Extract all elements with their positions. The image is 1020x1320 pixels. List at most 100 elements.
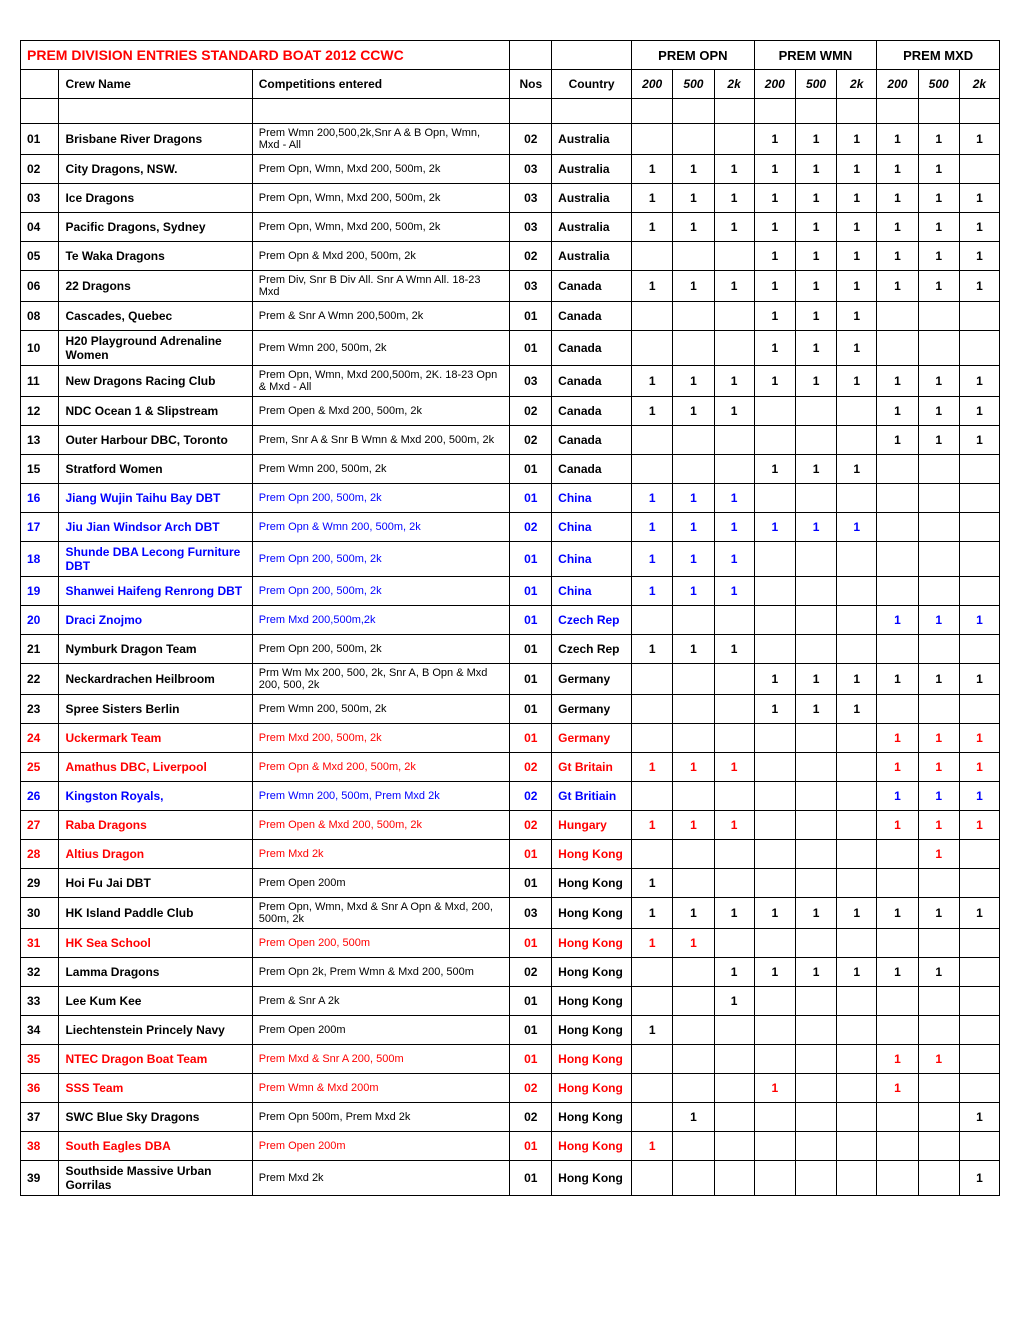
country: Czech Rep [552,606,632,635]
value-cell [714,1132,754,1161]
value-cell [918,513,959,542]
row-num: 13 [21,426,59,455]
competitions: Prem Opn, Wmn, Mxd 200, 500m, 2k [252,155,510,184]
crew-name: HK Sea School [59,929,252,958]
table-row: 02City Dragons, NSW.Prem Opn, Wmn, Mxd 2… [21,155,1000,184]
row-num: 21 [21,635,59,664]
value-cell [918,987,959,1016]
value-cell [837,542,877,577]
hdr-mxd-2k: 2k [959,70,999,99]
nos: 01 [510,695,552,724]
row-num: 08 [21,302,59,331]
value-cell: 1 [754,664,795,695]
row-num: 35 [21,1045,59,1074]
row-num: 29 [21,869,59,898]
value-cell [959,1045,999,1074]
value-cell [959,1132,999,1161]
nos: 01 [510,1132,552,1161]
value-cell [837,1074,877,1103]
competitions: Prem Mxd 200, 500m, 2k [252,724,510,753]
value-cell: 1 [632,1132,673,1161]
value-cell: 1 [754,155,795,184]
competitions: Prem Open 200m [252,1132,510,1161]
value-cell: 1 [795,155,836,184]
value-cell: 1 [877,606,918,635]
value-cell: 1 [837,455,877,484]
crew-name: Cascades, Quebec [59,302,252,331]
value-cell [959,155,999,184]
value-cell: 1 [795,898,836,929]
nos: 01 [510,1161,552,1196]
value-cell [795,753,836,782]
competitions: Prem, Snr A & Snr B Wmn & Mxd 200, 500m,… [252,426,510,455]
value-cell [714,1045,754,1074]
row-num: 10 [21,331,59,366]
table-row: 24Uckermark TeamPrem Mxd 200, 500m, 2k01… [21,724,1000,753]
table-row: 10H20 Playground Adrenaline WomenPrem Wm… [21,331,1000,366]
value-cell: 1 [918,840,959,869]
value-cell [877,840,918,869]
competitions: Prem Mxd 2k [252,1161,510,1196]
crew-name: Liechtenstein Princely Navy [59,1016,252,1045]
crew-name: Spree Sisters Berlin [59,695,252,724]
value-cell [837,811,877,840]
value-cell [795,987,836,1016]
crew-name: Raba Dragons [59,811,252,840]
value-cell: 1 [877,397,918,426]
table-row: 08Cascades, QuebecPrem & Snr A Wmn 200,5… [21,302,1000,331]
nos: 02 [510,242,552,271]
competitions: Prem Mxd 200,500m,2k [252,606,510,635]
value-cell [877,869,918,898]
competitions: Prem Opn, Wmn, Mxd & Snr A Opn & Mxd, 20… [252,898,510,929]
value-cell: 1 [754,331,795,366]
value-cell: 1 [673,271,714,302]
value-cell: 1 [959,1103,999,1132]
value-cell: 1 [918,271,959,302]
row-num: 31 [21,929,59,958]
crew-name: South Eagles DBA [59,1132,252,1161]
table-row: 34Liechtenstein Princely NavyPrem Open 2… [21,1016,1000,1045]
nos: 01 [510,302,552,331]
crew-name: New Dragons Racing Club [59,366,252,397]
competitions: Prem Mxd & Snr A 200, 500m [252,1045,510,1074]
country: Germany [552,695,632,724]
row-num: 23 [21,695,59,724]
crew-name: Ice Dragons [59,184,252,213]
value-cell [673,1016,714,1045]
crew-name: Shunde DBA Lecong Furniture DBT [59,542,252,577]
competitions: Prem Open 200, 500m [252,929,510,958]
value-cell: 1 [795,331,836,366]
value-cell [632,1045,673,1074]
row-num: 34 [21,1016,59,1045]
value-cell [632,695,673,724]
value-cell: 1 [632,271,673,302]
value-cell: 1 [795,664,836,695]
value-cell [959,513,999,542]
value-cell: 1 [877,958,918,987]
value-cell [837,753,877,782]
value-cell: 1 [754,302,795,331]
value-cell: 1 [632,811,673,840]
value-cell [877,455,918,484]
nos: 01 [510,869,552,898]
crew-name: Kingston Royals, [59,782,252,811]
value-cell: 1 [754,242,795,271]
country: Hong Kong [552,1016,632,1045]
group-mxd: PREM MXD [877,41,1000,70]
table-row: 32Lamma DragonsPrem Opn 2k, Prem Wmn & M… [21,958,1000,987]
competitions: Prem Wmn 200, 500m, Prem Mxd 2k [252,782,510,811]
value-cell: 1 [632,513,673,542]
value-cell: 1 [959,366,999,397]
value-cell [754,1103,795,1132]
value-cell: 1 [673,184,714,213]
nos: 02 [510,426,552,455]
value-cell [632,1161,673,1196]
competitions: Prem Opn 2k, Prem Wmn & Mxd 200, 500m [252,958,510,987]
value-cell: 1 [959,213,999,242]
nos: 03 [510,898,552,929]
value-cell [877,302,918,331]
value-cell: 1 [877,124,918,155]
row-num: 26 [21,782,59,811]
competitions: Prem Mxd 2k [252,840,510,869]
value-cell: 1 [918,397,959,426]
